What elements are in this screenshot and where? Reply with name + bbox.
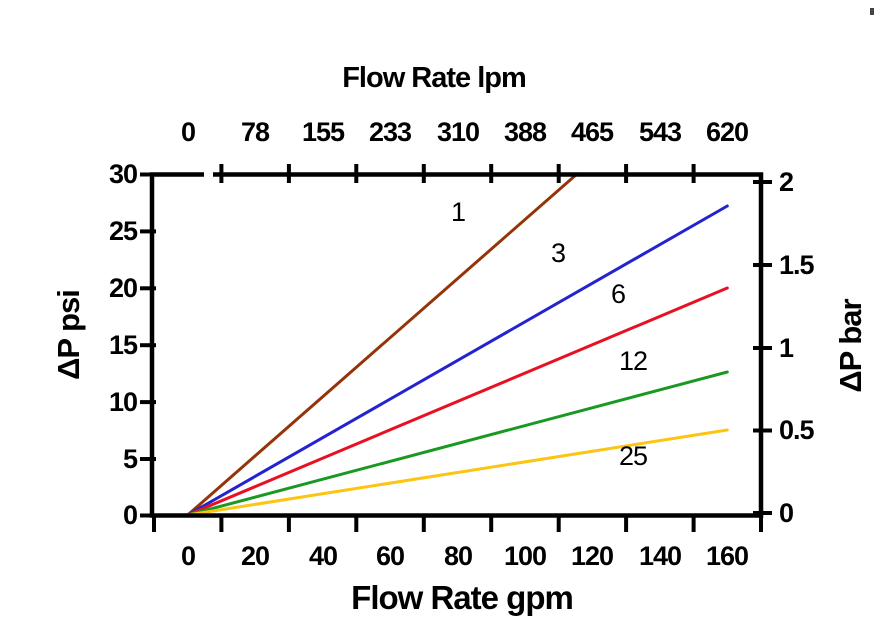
corner-speck-artifact [870,8,874,15]
top-tick-label: 78 [240,117,270,147]
top-tick-label: 388 [503,117,547,147]
series-label-6: 6 [610,279,626,309]
bottom-axis-title: Flow Rate gpm [351,579,574,616]
left-tick-label: 0 [122,500,138,530]
right-tick-label: 0.5 [779,415,815,445]
axis-ticks [140,164,772,532]
series-line-25 [186,428,729,517]
left-tick-label: 5 [122,444,138,474]
top-tick-label: 465 [570,117,614,147]
right-tick-label: 2 [779,167,794,197]
series-line-1 [186,172,579,517]
top-tick-label: 310 [436,117,480,147]
top-tick-label: 0 [180,117,196,147]
top-tick-label: 543 [638,117,682,147]
left-tick-label: 20 [108,273,138,303]
left-tick-label: 25 [108,216,138,246]
right-tick-label: 1.5 [779,250,815,280]
bottom-tick-label: 120 [570,541,614,571]
top-frame-gap-artifact [204,170,213,180]
series-label-3: 3 [550,238,566,268]
top-tick-label: 155 [301,117,345,147]
series-line-6 [186,286,729,517]
bottom-tick-label: 160 [705,541,749,571]
left-tick-label: 15 [108,330,138,360]
bottom-tick-label: 40 [308,541,338,571]
bottom-tick-label: 100 [503,541,547,571]
bottom-tick-label: 60 [375,541,405,571]
series-line-3 [186,204,729,517]
series-line-12 [186,370,729,517]
right-tick-label: 1 [779,333,794,363]
left-tick-label: 10 [108,387,138,417]
right-tick-label: 0 [779,498,794,528]
series-label-12: 12 [618,346,648,376]
bottom-tick-label: 0 [180,541,196,571]
bottom-tick-label: 80 [443,541,473,571]
left-tick-label: 30 [108,159,138,189]
top-axis-title: Flow Rate lpm [342,62,527,94]
bottom-tick-label: 20 [240,541,270,571]
bottom-tick-label: 140 [638,541,682,571]
top-tick-label: 620 [705,117,749,147]
series-label-25: 25 [618,441,648,471]
series-label-1: 1 [450,197,466,227]
top-tick-label: 233 [368,117,412,147]
